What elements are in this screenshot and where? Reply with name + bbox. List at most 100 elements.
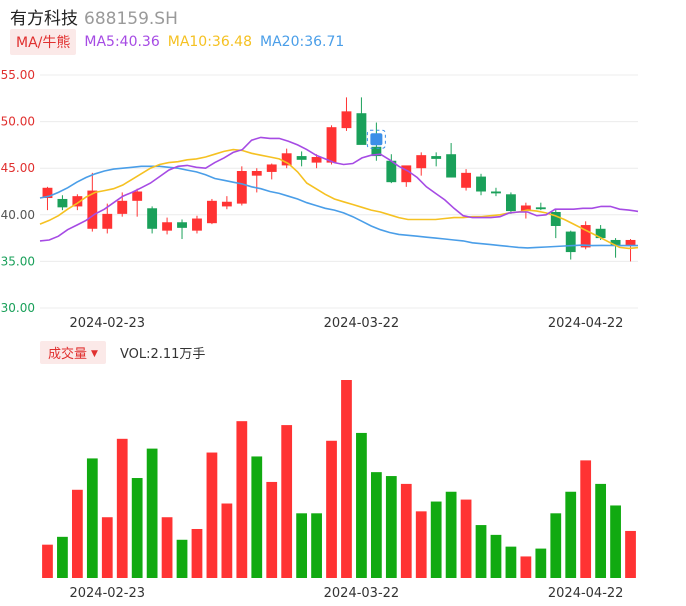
candle-up <box>625 239 636 246</box>
volume-bar-down <box>176 539 188 578</box>
volume-bar-up <box>221 503 233 578</box>
volume-bar-up <box>625 530 636 578</box>
volume-legend: 成交量 ▼ VOL:2.11万手 <box>40 340 205 364</box>
volume-bar-up <box>101 517 113 578</box>
ma20-line <box>39 165 639 249</box>
volume-bar-up <box>266 481 278 578</box>
ma-mode-button[interactable]: MA/牛熊 <box>10 29 77 55</box>
candle-down <box>371 146 382 157</box>
x-tick-label: 2024-03-22 <box>324 316 400 331</box>
candle-up <box>580 225 591 248</box>
candle-down <box>446 154 457 178</box>
volume-bar-down <box>311 513 322 578</box>
volume-bar-down <box>385 476 397 578</box>
x-tick-label: 2024-04-22 <box>548 316 624 331</box>
volume-bar-up <box>460 499 472 578</box>
candle-down <box>57 198 68 208</box>
candle-up <box>341 111 352 129</box>
volume-bar-up <box>161 517 173 578</box>
volume-bar-down <box>57 536 68 578</box>
candle-down <box>431 156 442 159</box>
candle-down <box>550 212 561 226</box>
volume-bar-up <box>191 528 203 578</box>
volume-bar-down <box>296 513 308 578</box>
volume-bar-up <box>400 483 412 578</box>
candle-down <box>147 208 158 229</box>
candle-down <box>535 207 546 210</box>
candle-up <box>117 200 128 214</box>
volume-bar-down <box>565 491 577 578</box>
volume-bar-up <box>580 460 592 578</box>
volume-bar-down <box>535 548 547 578</box>
volume-bar-up <box>415 511 427 578</box>
y-tick-label: 35.00 <box>1 254 35 268</box>
volume-bar-up <box>341 380 352 578</box>
volume-bar-down <box>490 534 502 578</box>
volume-indicator-button[interactable]: 成交量 ▼ <box>40 340 106 364</box>
caret-down-icon: ▼ <box>91 348 98 359</box>
candle-up <box>251 170 262 176</box>
volume-bar-down <box>595 483 607 578</box>
stock-header: 有方科技 688159.SH <box>10 4 178 29</box>
volume-bar-down <box>86 458 98 578</box>
candle-down <box>356 113 367 145</box>
volume-bar-up <box>42 544 53 578</box>
stock-code: 688159.SH <box>84 9 178 29</box>
candle-up <box>416 155 427 169</box>
volume-bar-up <box>71 489 83 578</box>
candle-up <box>326 127 337 163</box>
volume-x-tick-label: 2024-04-22 <box>548 586 624 601</box>
volume-tag-label: 成交量 <box>48 346 88 362</box>
volume-bar-up <box>116 438 128 578</box>
marker-icon <box>370 133 383 146</box>
candle-up <box>102 213 113 229</box>
volume-x-tick-label: 2024-03-22 <box>324 586 400 601</box>
candle-up <box>72 196 83 207</box>
y-tick-label: 45.00 <box>1 161 35 175</box>
candle-up <box>461 172 472 188</box>
volume-bar-down <box>445 491 457 578</box>
volume-bar-up <box>206 452 218 578</box>
volume-bar-down <box>550 513 562 578</box>
volume-bar-up <box>520 556 532 578</box>
ma-legend: MA/牛熊 MA5:40.36 MA10:36.48 MA20:36.71 <box>10 29 345 55</box>
candle-down <box>610 239 621 246</box>
candle-down <box>177 222 187 228</box>
candle-up <box>42 187 53 199</box>
volume-bar-down <box>505 546 517 578</box>
volume-bar-down <box>430 501 442 578</box>
candle-down <box>491 191 501 194</box>
volume-bar-up <box>281 425 293 578</box>
y-tick-label: 50.00 <box>1 115 35 129</box>
ma10-line <box>39 148 639 250</box>
candle-down <box>296 156 307 160</box>
candle-up <box>266 164 277 172</box>
y-tick-label: 55.00 <box>1 68 35 82</box>
marker-frame-icon <box>366 129 386 149</box>
candle-up <box>162 222 173 231</box>
candle-down <box>386 160 397 183</box>
candle-up <box>87 190 98 229</box>
candle-down <box>565 231 576 253</box>
candle-up <box>132 191 143 201</box>
ma10-value: MA10:36.48 <box>167 34 253 50</box>
volume-bar-up <box>236 421 248 578</box>
ma5-value: MA5:40.36 <box>84 34 160 50</box>
volume-bar-down <box>610 505 621 578</box>
candle-down <box>505 194 516 212</box>
volume-x-tick-label: 2024-02-23 <box>69 586 145 601</box>
volume-bar-down <box>475 525 487 578</box>
candle-up <box>401 165 412 183</box>
candle-down <box>595 228 606 239</box>
candle-up <box>192 218 202 231</box>
candle-up <box>311 157 322 163</box>
y-tick-label: 30.00 <box>1 301 35 315</box>
candle-up <box>281 153 292 166</box>
candle-up <box>520 205 531 212</box>
ma20-value: MA20:36.71 <box>260 34 345 50</box>
candle-up <box>221 201 232 207</box>
volume-bar-down <box>131 478 143 578</box>
candle-down <box>476 176 486 192</box>
volume-bar-down <box>356 432 367 578</box>
